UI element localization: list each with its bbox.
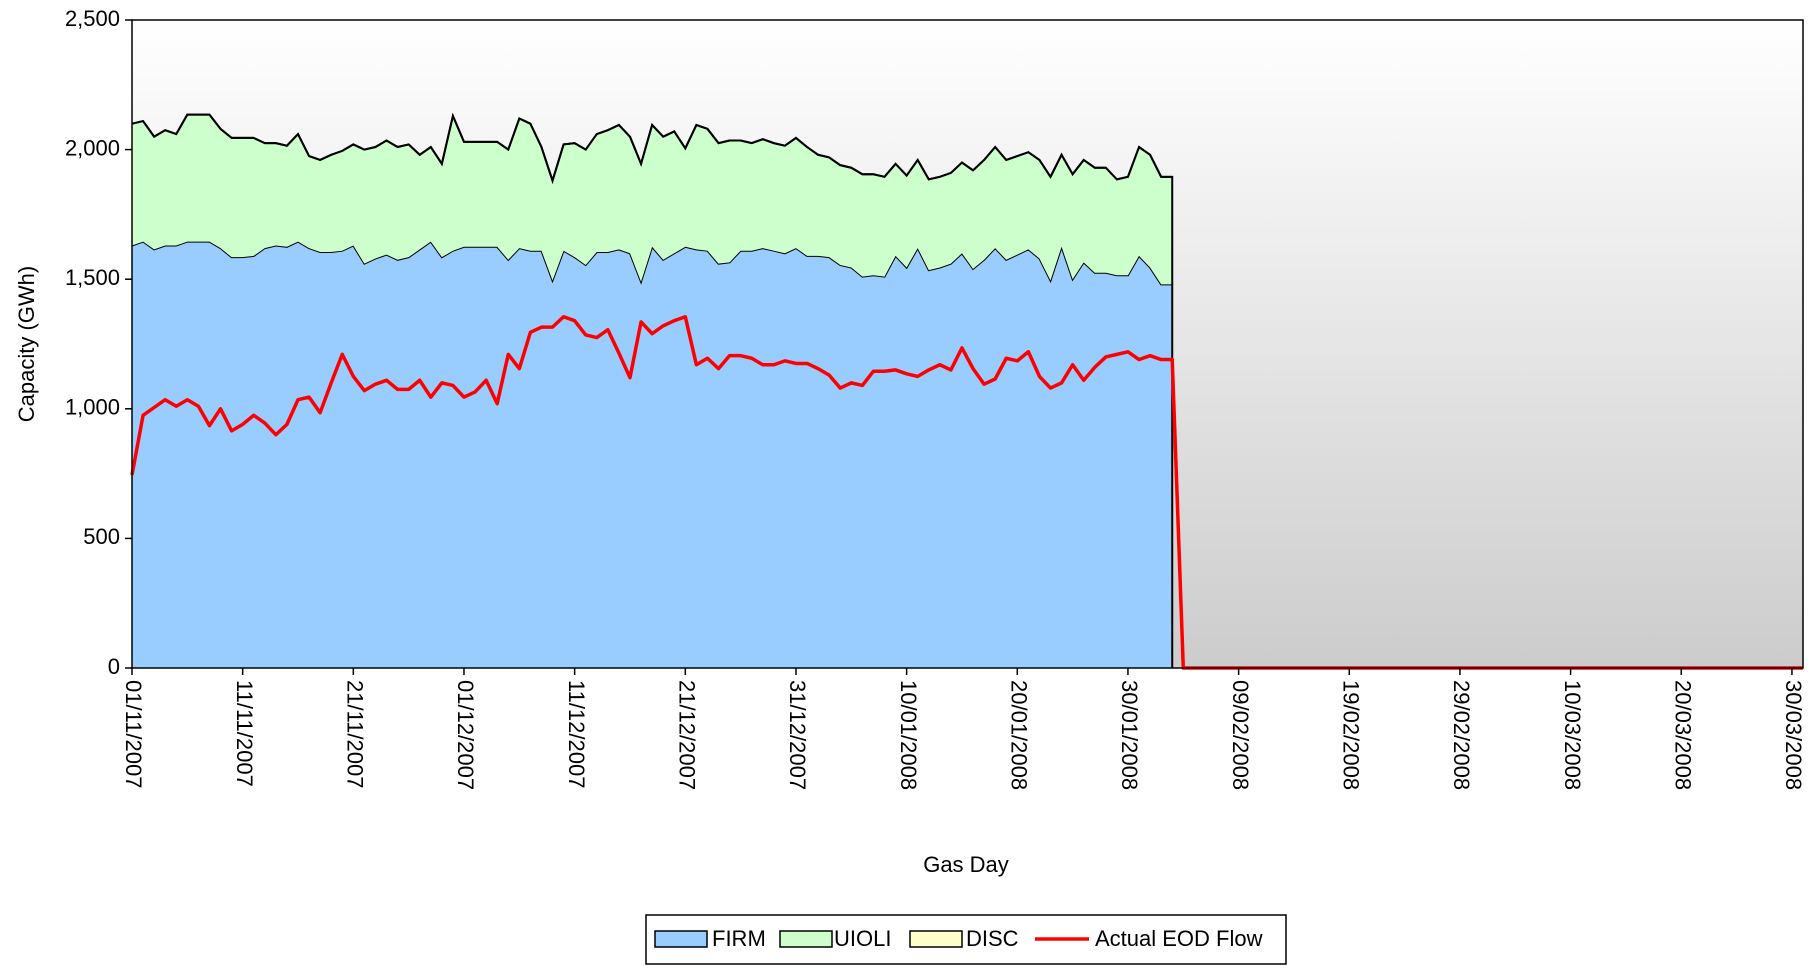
x-tick-label: 10/01/2008 bbox=[896, 680, 921, 790]
y-tick-label: 2,000 bbox=[65, 135, 120, 160]
legend-label: DISC bbox=[966, 926, 1019, 951]
area bbox=[132, 241, 1173, 668]
x-tick-label: 09/02/2008 bbox=[1228, 680, 1253, 790]
area bbox=[132, 114, 1173, 285]
x-tick-label: 21/12/2007 bbox=[674, 680, 699, 790]
x-tick-label: 30/01/2008 bbox=[1117, 680, 1142, 790]
y-tick-label: 500 bbox=[83, 524, 120, 549]
y-tick-label: 1,000 bbox=[65, 395, 120, 420]
x-tick-label: 19/02/2008 bbox=[1338, 680, 1363, 790]
legend-swatch bbox=[779, 930, 833, 948]
x-tick-label: 11/11/2007 bbox=[232, 680, 257, 787]
x-tick-label: 01/11/2007 bbox=[121, 680, 146, 788]
x-tick-label: 20/03/2008 bbox=[1670, 680, 1695, 790]
legend bbox=[645, 914, 1287, 965]
x-tick-label: 10/03/2008 bbox=[1560, 680, 1585, 790]
x-tick-label: 21/11/2007 bbox=[343, 680, 368, 788]
y-axis-title: Capacity (GWh) bbox=[14, 266, 39, 422]
x-tick-label: 11/12/2007 bbox=[564, 680, 589, 788]
area-edge bbox=[131, 112, 1173, 185]
x-axis-title: Gas Day bbox=[923, 852, 1009, 877]
y-tick-label: 1,500 bbox=[65, 265, 120, 290]
x-tick-label: 29/02/2008 bbox=[1449, 680, 1474, 790]
legend-swatch bbox=[909, 930, 963, 948]
y-tick-label: 2,500 bbox=[65, 6, 120, 31]
legend-label: UIOLI bbox=[834, 926, 891, 951]
x-tick-label: 31/12/2007 bbox=[785, 680, 810, 790]
x-tick-label: 20/01/2008 bbox=[1006, 680, 1031, 790]
x-tick-label: 30/03/2008 bbox=[1781, 680, 1806, 790]
legend-label: Actual EOD Flow bbox=[1095, 926, 1263, 951]
legend-swatch bbox=[654, 930, 708, 948]
y-tick-label: 0 bbox=[108, 654, 120, 679]
legend-label: FIRM bbox=[712, 926, 766, 951]
plot-border bbox=[131, 19, 1804, 669]
x-tick-label: 01/12/2007 bbox=[453, 680, 478, 790]
